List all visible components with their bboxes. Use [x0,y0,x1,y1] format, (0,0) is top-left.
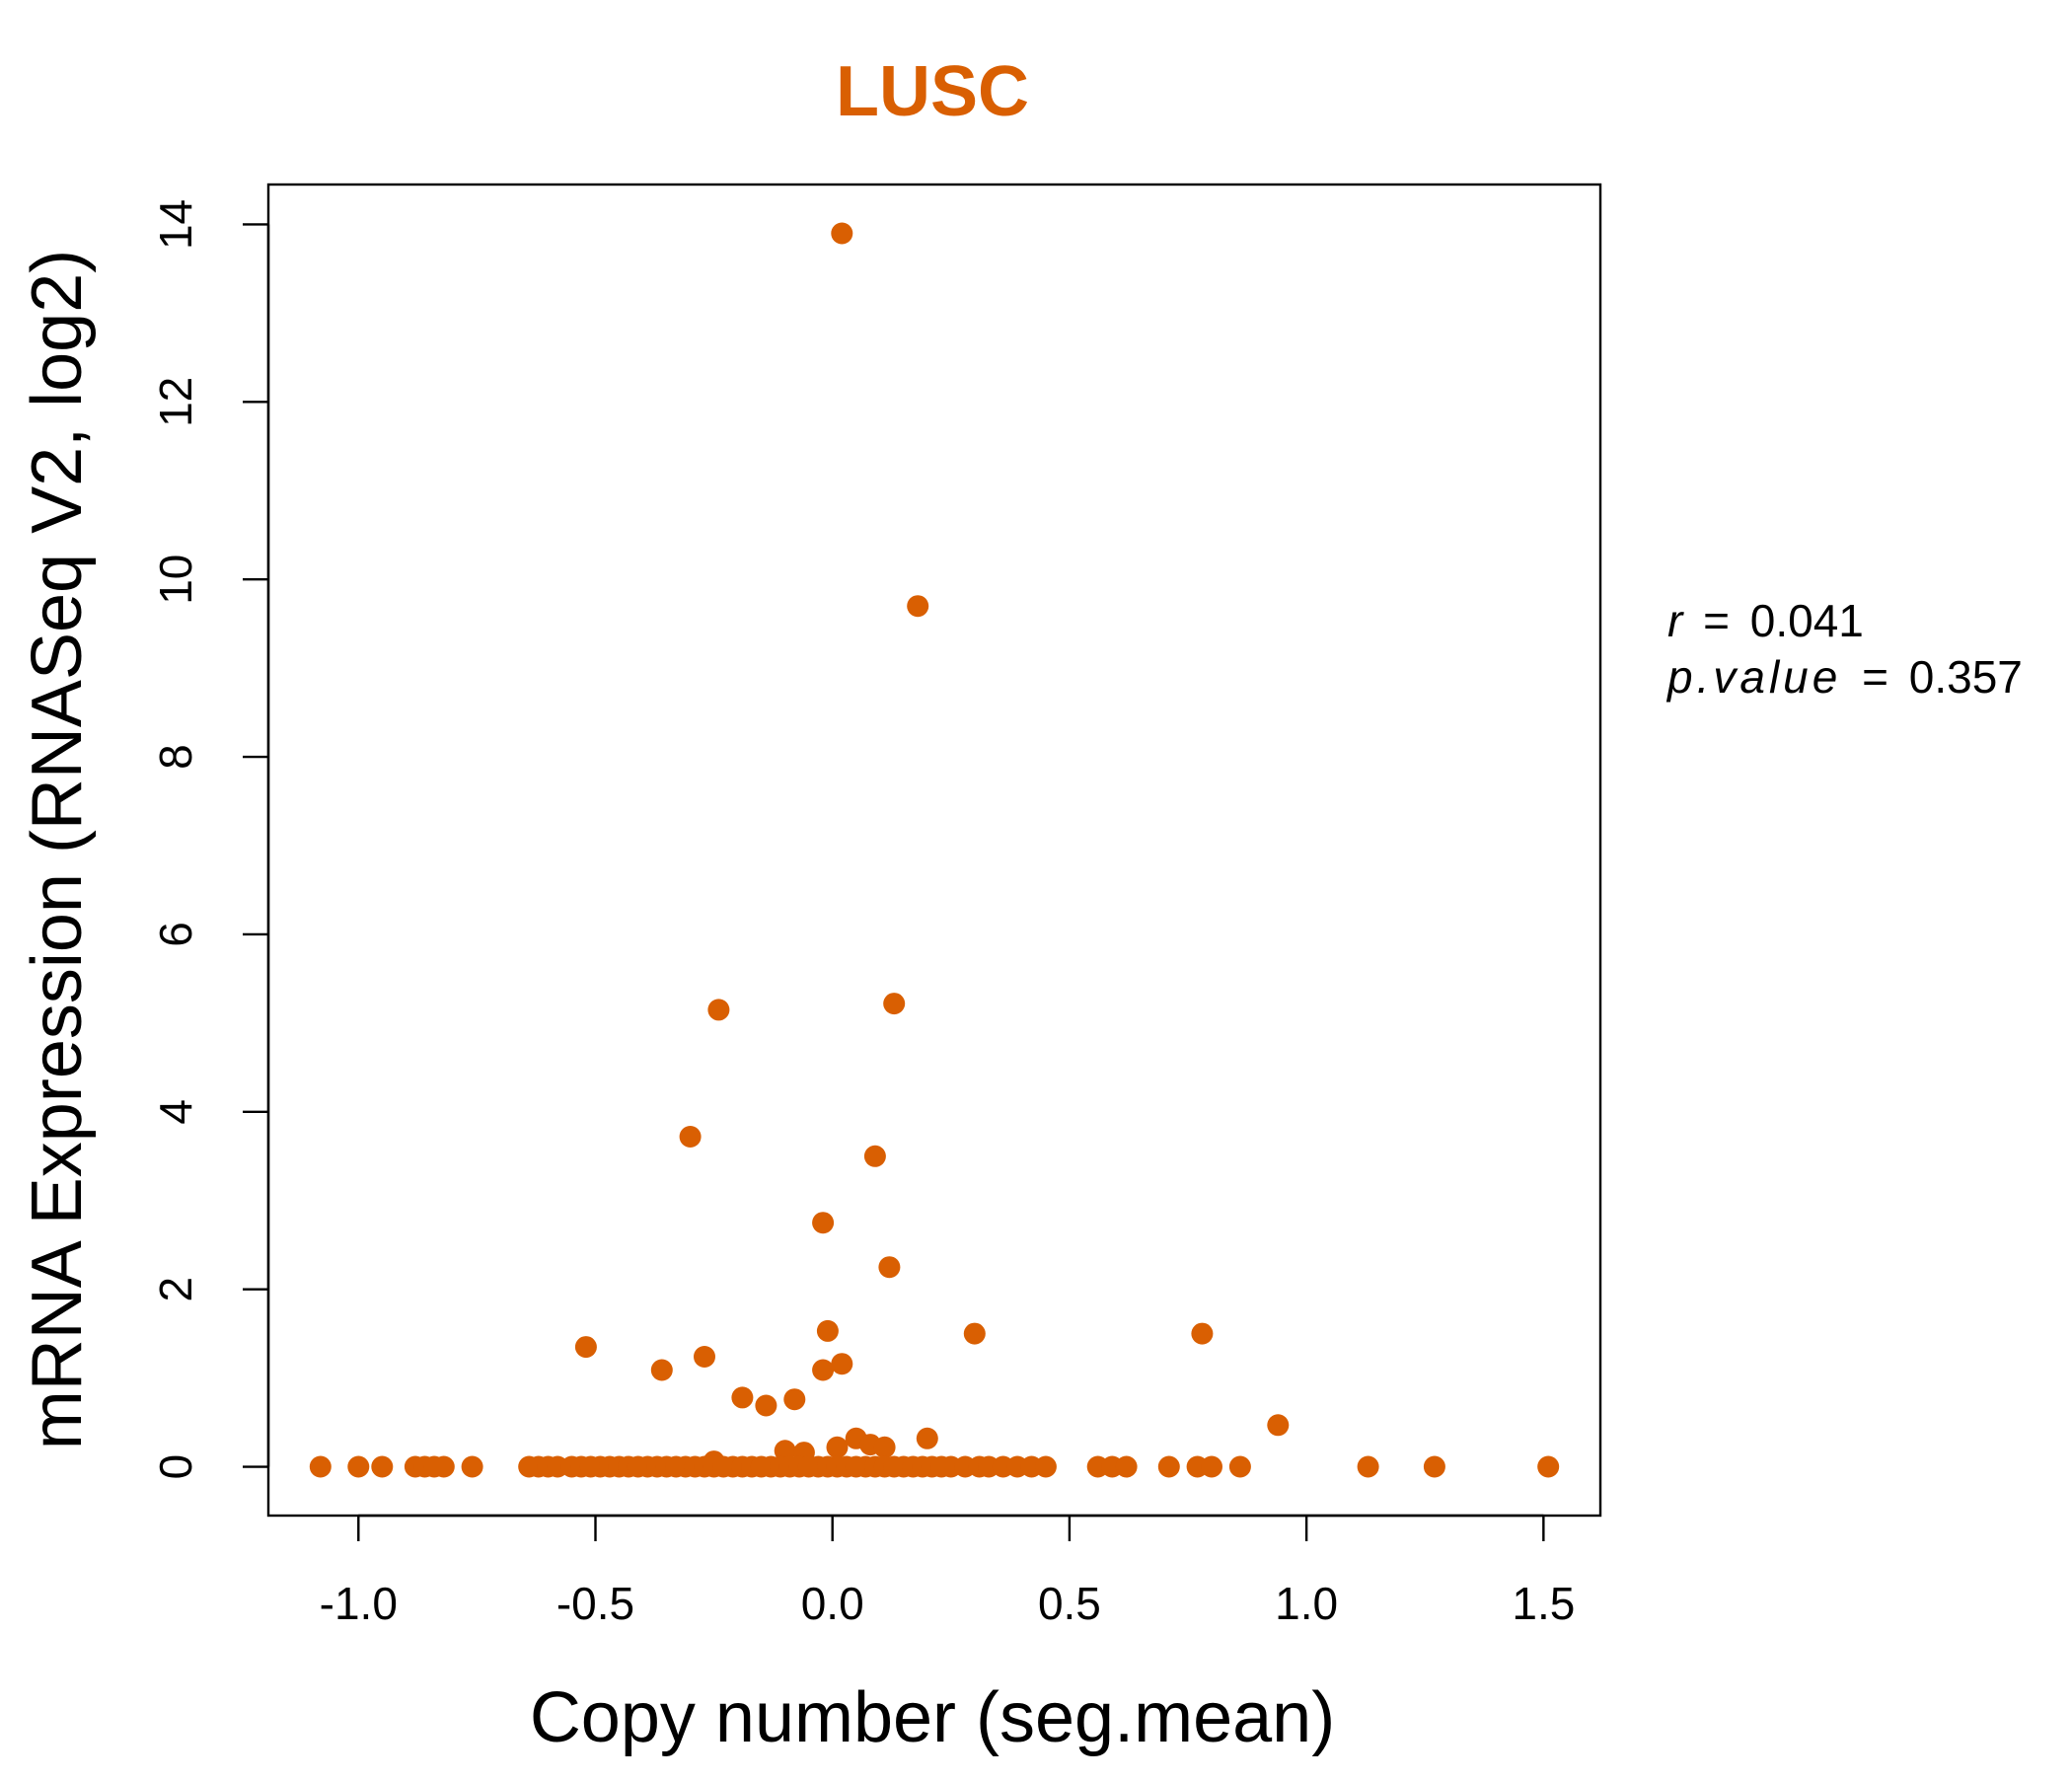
x-tick-label-3: 0.5 [1038,1578,1101,1629]
data-point-97 [1537,1455,1560,1478]
stat-r-annotation: r = 0.041 [1667,595,1864,646]
x-axis-label: Copy number (seg.mean) [530,1678,1335,1757]
data-point-94 [1228,1455,1251,1478]
data-point-4 [679,1126,702,1148]
data-point-3 [883,993,906,1015]
data-point-0 [831,222,853,245]
data-point-6 [812,1212,835,1234]
stat-p-annotation: p.value = 0.357 [1665,651,2023,703]
x-tick-label-0: -1.0 [320,1578,398,1629]
data-point-17 [755,1394,777,1417]
data-point-9 [963,1322,986,1345]
data-point-87 [1034,1455,1057,1478]
data-point-91 [1157,1455,1180,1478]
data-point-15 [831,1353,853,1375]
data-point-90 [1115,1455,1138,1478]
data-point-34 [432,1455,455,1478]
data-point-93 [1201,1455,1222,1478]
y-tick-label-3: 6 [150,922,201,947]
data-point-29 [347,1455,370,1478]
y-tick-label-7: 14 [150,199,201,250]
data-point-16 [731,1386,754,1409]
data-point-19 [1267,1414,1290,1437]
y-tick-label-4: 8 [150,744,201,770]
y-axis-label: mRNA Expression (RNASeq V2, log2) [18,250,97,1449]
data-point-26 [826,1436,849,1458]
data-point-30 [371,1455,394,1478]
p-equals: = [1862,651,1888,703]
data-point-10 [1191,1322,1214,1345]
data-point-2 [707,999,730,1021]
y-tick-label-5: 10 [150,555,201,605]
data-point-13 [694,1346,715,1368]
chart-title: LUSC [836,52,1029,131]
x-tick-label-1: -0.5 [556,1578,634,1629]
data-point-1 [907,595,929,618]
data-point-28 [309,1455,332,1478]
data-point-95 [1357,1455,1379,1478]
data-point-11 [574,1336,597,1359]
y-tick-label-0: 0 [150,1454,201,1480]
data-point-96 [1423,1455,1445,1478]
y-tick-label-6: 12 [150,377,201,427]
r-value: 0.041 [1750,595,1864,646]
r-label: r [1667,595,1684,646]
x-tick-label-2: 0.0 [801,1578,864,1629]
p-value: 0.357 [1909,651,2023,703]
y-tick-label-2: 4 [150,1099,201,1125]
points-layer [309,222,1560,1478]
p-label: p.value [1665,651,1841,703]
x-axis: -1.0 -0.5 0.0 0.5 1.0 1.5 [320,1514,1575,1629]
x-tick-label-5: 1.5 [1512,1578,1575,1629]
y-tick-label-1: 2 [150,1277,201,1302]
data-point-35 [461,1455,483,1478]
data-point-8 [816,1319,839,1342]
data-point-18 [783,1388,806,1411]
y-axis: 0 2 4 6 8 10 12 14 [150,199,270,1480]
data-point-7 [878,1256,901,1279]
data-point-12 [650,1359,673,1381]
data-point-22 [873,1436,896,1458]
data-point-23 [916,1427,938,1449]
data-point-14 [812,1359,835,1381]
data-point-5 [863,1145,886,1167]
x-tick-label-4: 1.0 [1275,1578,1338,1629]
r-equals: = [1703,595,1730,646]
